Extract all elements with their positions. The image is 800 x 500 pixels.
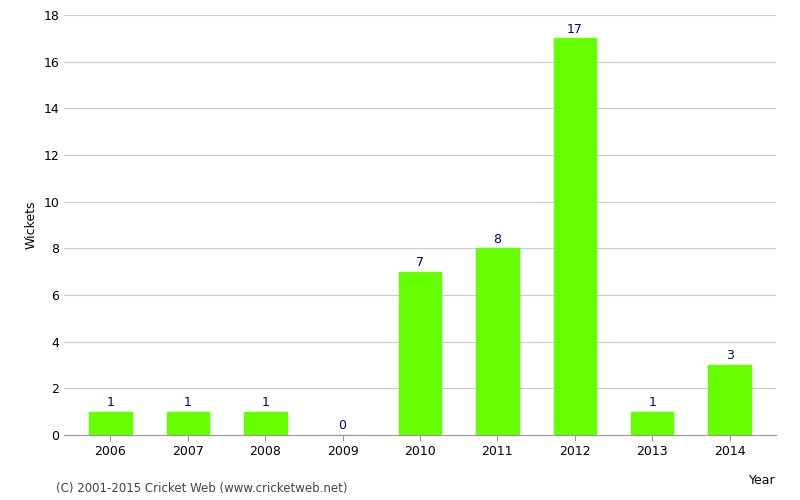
Text: 1: 1 xyxy=(648,396,656,409)
Bar xyxy=(244,412,286,435)
Text: 1: 1 xyxy=(184,396,192,409)
Text: 1: 1 xyxy=(262,396,269,409)
Bar xyxy=(631,412,674,435)
Bar xyxy=(708,365,751,435)
Bar xyxy=(398,272,442,435)
Text: Year: Year xyxy=(750,474,776,487)
Bar xyxy=(89,412,132,435)
Bar xyxy=(476,248,518,435)
Text: 17: 17 xyxy=(567,22,582,36)
Bar xyxy=(554,38,596,435)
Text: 1: 1 xyxy=(106,396,114,409)
Y-axis label: Wickets: Wickets xyxy=(25,200,38,249)
Text: (C) 2001-2015 Cricket Web (www.cricketweb.net): (C) 2001-2015 Cricket Web (www.cricketwe… xyxy=(56,482,347,495)
Text: 3: 3 xyxy=(726,349,734,362)
Bar xyxy=(166,412,209,435)
Text: 0: 0 xyxy=(338,419,346,432)
Text: 8: 8 xyxy=(494,232,502,245)
Text: 7: 7 xyxy=(416,256,424,269)
